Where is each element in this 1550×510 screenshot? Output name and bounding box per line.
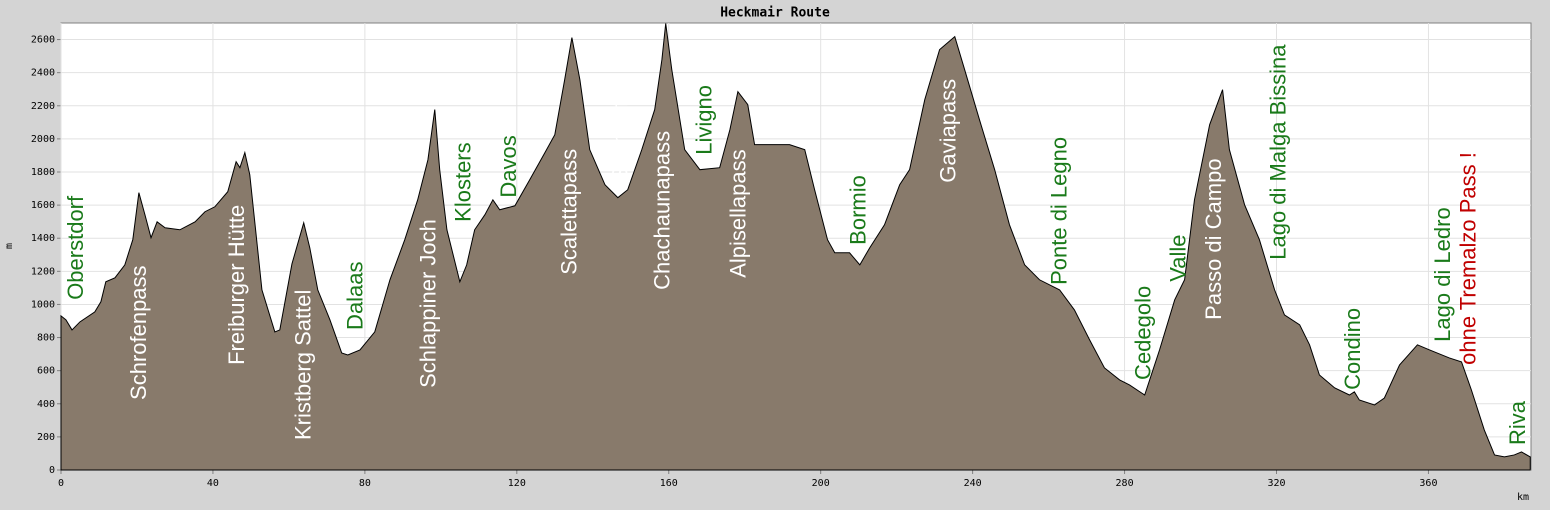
y-tick-label: 2000 xyxy=(31,134,55,145)
y-tick-label: 800 xyxy=(37,333,55,344)
place-label: Alpisellapass xyxy=(726,149,751,277)
y-tick-label: 1000 xyxy=(31,299,55,310)
place-label: Schlappiner Joch xyxy=(416,219,441,388)
x-axis-label: km xyxy=(1517,492,1529,503)
y-tick-label: 600 xyxy=(37,366,55,377)
place-label: Lago di Ledro xyxy=(1430,207,1455,342)
place-label: Gaviapass xyxy=(935,79,960,183)
place-label: Oberstdorf xyxy=(63,195,88,300)
y-tick-label: 1400 xyxy=(31,233,55,244)
place-label: Lago di Malga Bissina xyxy=(1265,44,1290,260)
elevation-area xyxy=(60,23,1531,471)
place-label: Dalaas xyxy=(343,261,368,329)
y-tick-label: 0 xyxy=(49,465,55,476)
chart-title: Heckmair Route xyxy=(720,6,830,21)
place-label: Condino xyxy=(1340,308,1365,390)
y-tick-label: 1600 xyxy=(31,200,55,211)
x-tick-label: 0 xyxy=(58,478,64,489)
y-tick-label: 1200 xyxy=(31,266,55,277)
x-tick-label: 280 xyxy=(1116,478,1134,489)
x-tick-label: 200 xyxy=(812,478,830,489)
place-label: Ponte di Legno xyxy=(1047,137,1072,285)
place-label: Livigno xyxy=(691,85,716,155)
place-label: Passo di Campo xyxy=(1201,158,1226,319)
y-tick-label: 200 xyxy=(37,432,55,443)
place-label: Chachaunapass xyxy=(650,131,675,290)
place-label: Scalettapass xyxy=(557,149,582,275)
place-label: Riva xyxy=(1505,400,1530,445)
place-label: Kristberg Sattel xyxy=(291,290,316,440)
place-label: S-Chanf xyxy=(607,100,632,182)
place-label: Schrofenpass xyxy=(126,265,151,400)
y-tick-label: 2600 xyxy=(31,35,55,46)
place-label: Bormio xyxy=(846,175,871,245)
place-label: Valle xyxy=(1165,234,1190,281)
x-tick-label: 160 xyxy=(660,478,678,489)
y-tick-label: 2400 xyxy=(31,68,55,79)
x-tick-label: 360 xyxy=(1419,478,1437,489)
x-tick-label: 240 xyxy=(964,478,982,489)
y-tick-label: 400 xyxy=(37,399,55,410)
y-tick-label: 2200 xyxy=(31,101,55,112)
x-tick-label: 320 xyxy=(1267,478,1285,489)
place-label: ohne Tremalzo Pass ! xyxy=(1455,152,1480,365)
x-tick-label: 80 xyxy=(359,478,371,489)
y-axis-label: m xyxy=(4,243,15,249)
x-tick-label: 120 xyxy=(508,478,526,489)
place-label: Klosters xyxy=(451,142,476,221)
place-label: Davos xyxy=(496,135,521,197)
y-tick-label: 1800 xyxy=(31,167,55,178)
place-label: Cedegolo xyxy=(1131,286,1156,380)
x-tick-label: 40 xyxy=(207,478,219,489)
place-label: Freiburger Hütte xyxy=(224,205,249,365)
